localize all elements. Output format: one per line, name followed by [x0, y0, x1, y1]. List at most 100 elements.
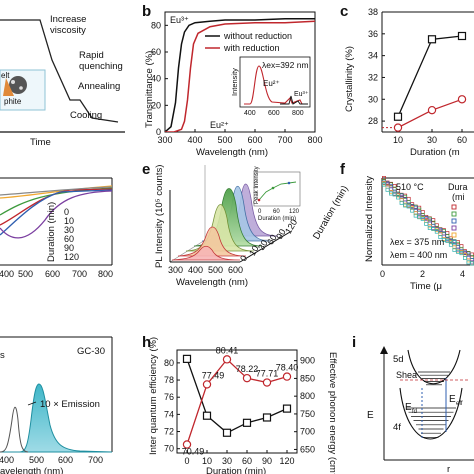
panel-h-marker-circle — [202, 380, 212, 389]
panel-b-annot-eu2: Eu²⁺ — [210, 120, 229, 130]
panel-d-xtick-4: 700 — [72, 269, 87, 279]
panel-a-label-increase: Increase — [50, 14, 86, 25]
panel-g-xlabel: avelength (nm) — [0, 466, 63, 474]
panel-e: e Peak Intensity 0 60 120 Duration (min)… — [142, 161, 351, 288]
panel-h-ylabel-right: Effective phonon energy (cm⁻¹) — [327, 352, 338, 474]
panel-h-ytick-right-label: 850 — [300, 373, 315, 383]
panel-f-decay-point — [441, 228, 446, 233]
panel-h-marker-circle — [242, 373, 252, 383]
panel-f-ylabel: Normalized Intensity — [364, 176, 375, 262]
panel-c-letter: c — [340, 3, 348, 20]
panel-e-depth-tick: 90 — [274, 227, 288, 241]
panel-a-crucible — [3, 78, 14, 96]
panel-f-decay-point — [410, 208, 415, 213]
panel-c-xticks: 10 30 60 — [393, 129, 467, 145]
panel-h-ytick-right-label: 900 — [300, 356, 315, 366]
panel-a-label-cooling: Cooling — [70, 110, 102, 121]
panel-i-axis-arrow — [380, 346, 388, 354]
panel-b: b 0 20 40 60 80 300 400 500 600 700 800 Transmitt… — [142, 3, 323, 158]
panel-h-ytick-right-label: 700 — [300, 427, 315, 437]
panel-h-data-label: 78.40 — [276, 363, 299, 373]
panel-h-yticks-left: 70 72 74 76 78 80 — [164, 358, 180, 454]
panel-f-xtick-1: 0 — [380, 269, 385, 279]
panel-f-decay-point — [463, 255, 467, 260]
panel-f-decay-point — [448, 242, 453, 247]
panel-f-decay-point — [396, 195, 401, 200]
panel-f-legend-sub: (mi — [452, 192, 465, 202]
panel-h-marker-square — [222, 428, 232, 437]
panel-f-decay-point — [452, 245, 457, 250]
panel-e-inset-ylabel: Peak Intensity — [254, 166, 260, 204]
panel-h-ytick-right-label: 650 — [300, 444, 315, 454]
panel-f-decay-point — [406, 204, 411, 209]
panel-i-label-Eeff-sub: eff — [456, 401, 463, 407]
panel-f-legend-marker — [451, 232, 457, 238]
panel-h-marker-square — [242, 418, 252, 427]
panel-f-decay-point — [470, 260, 474, 265]
panel-e-xtick-1: 300 — [168, 265, 183, 275]
panel-c-xtick-label: 10 — [393, 135, 403, 145]
panel-b-ytick-label: 40 — [151, 74, 161, 84]
panel-e-inset-point — [271, 186, 275, 190]
panel-f-legend — [451, 204, 457, 245]
panel-b-inset-ylabel: Intensity — [230, 68, 239, 96]
panel-f-decay-point — [434, 229, 439, 234]
panel-e-inset-xlabel: Duration (min) — [258, 216, 296, 222]
panel-h-marker-circle — [262, 378, 272, 387]
panel-h-xtick-label: 0 — [184, 456, 189, 466]
panel-e-depth-tick: 60 — [265, 233, 279, 247]
panel-h-marker-square — [262, 413, 272, 422]
panel-f-legend-marker — [451, 239, 457, 245]
panel-a-bubble — [11, 80, 15, 84]
panel-f-letter: f — [340, 161, 346, 178]
panel-h-marker-circle — [222, 355, 232, 364]
panel-c-xtick-label: 60 — [457, 135, 467, 145]
panel-h-xtick-label: 60 — [242, 456, 252, 466]
panel-e-ylabel: PL Intensity (10⁵ counts) — [154, 165, 165, 268]
panel-b-xticks: 300 400 500 600 700 800 — [157, 129, 323, 145]
panel-g: GC-30 10 × Emission s 400 500 600 700 av… — [0, 336, 113, 474]
panel-d-xtick-1: 400 — [0, 269, 14, 279]
panel-b-letter: b — [142, 3, 151, 20]
panel-f-decay-point — [438, 235, 443, 239]
panel-h-ytick-left-label: 76 — [164, 392, 174, 402]
panel-c-yticks: 28 30 32 34 36 38 — [368, 7, 385, 126]
panel-a-label-viscosity: viscosity — [50, 25, 86, 36]
panel-f-decay-point — [392, 192, 397, 197]
panel-b-ylabel: Transmittance (%) — [144, 51, 155, 128]
panel-e-inset-xtick-3: 120 — [289, 209, 300, 215]
panel-f-decay-point — [445, 238, 450, 243]
panel-a: elt phite Increase viscosity Rapid quenc… — [0, 14, 125, 148]
panel-f-decay-points — [382, 176, 474, 266]
panel-d-curve-60 — [0, 189, 113, 236]
panel-h-marker-circle — [282, 372, 292, 381]
panel-f-ex: λex = 375 nm — [390, 237, 444, 247]
panel-f-decay-point — [420, 216, 425, 221]
panel-e-xtick-4: 600 — [228, 265, 243, 275]
panel-f-legend-marker — [451, 225, 457, 231]
panel-c-xtick-label: 30 — [427, 135, 437, 145]
panel-i-5d-levels — [418, 371, 450, 386]
panel-d-curve-30 — [0, 188, 113, 226]
panel-a-inset-text-1: elt — [1, 71, 10, 80]
panel-f-decay-point — [459, 251, 464, 256]
panel-e-depth-tick: 10 — [247, 244, 261, 258]
panel-h-xtick-label: 30 — [222, 456, 232, 466]
panel-c-ytick-label: 30 — [368, 94, 378, 104]
panel-a-inset-text-2: phite — [4, 97, 22, 106]
panel-b-inset-xtick-1: 400 — [244, 110, 256, 117]
panel-h-yticks-right: 650 700 750 800 850 900 — [294, 356, 315, 454]
panel-i-5d-curve — [407, 349, 461, 385]
panel-d-legend-item: 10 — [64, 216, 74, 226]
panel-a-process-curve — [0, 19, 119, 123]
panel-e-depth-tick: 0 — [238, 254, 249, 263]
panel-b-inset-xtick-2: 600 — [268, 110, 280, 117]
panel-a-label-rapid: Rapid — [79, 50, 104, 61]
panel-g-xtick-4: 700 — [88, 455, 103, 465]
panel-c-marker-circle — [427, 105, 437, 115]
panel-i-letter: i — [352, 334, 356, 351]
panel-f-decay-point — [413, 205, 418, 210]
